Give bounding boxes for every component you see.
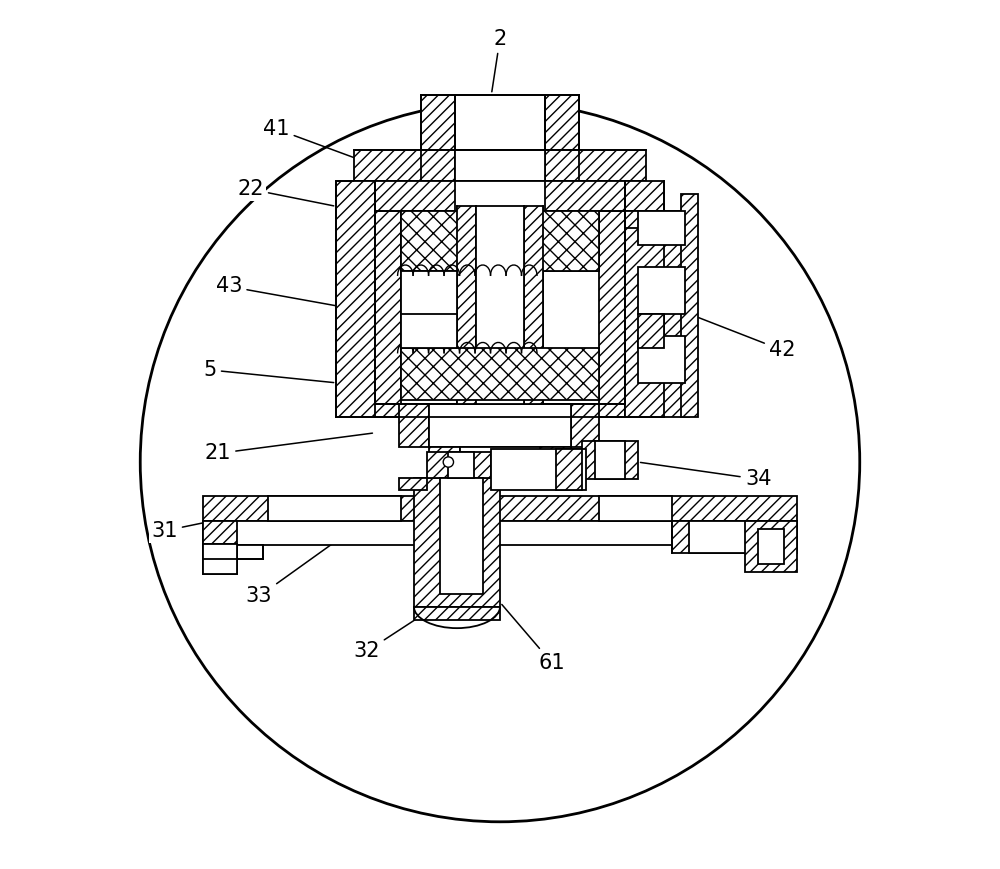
Bar: [455, 181, 545, 210]
Text: 6: 6: [699, 530, 765, 567]
Text: 43: 43: [216, 276, 355, 309]
Text: 61: 61: [502, 605, 565, 673]
Bar: [429, 404, 571, 448]
Bar: [763, 521, 797, 545]
Bar: [476, 207, 524, 404]
Bar: [375, 181, 625, 210]
Bar: [625, 210, 689, 228]
Bar: [582, 441, 638, 480]
Bar: [638, 267, 685, 314]
Bar: [203, 544, 237, 574]
Bar: [401, 314, 457, 348]
Bar: [599, 496, 672, 521]
Bar: [203, 496, 797, 521]
Bar: [440, 478, 483, 594]
Bar: [455, 150, 545, 181]
Bar: [595, 441, 625, 480]
Bar: [616, 181, 664, 417]
Text: 2: 2: [492, 29, 507, 92]
Bar: [545, 95, 579, 150]
Bar: [524, 207, 543, 404]
Bar: [268, 496, 401, 521]
Bar: [681, 194, 698, 417]
Bar: [571, 404, 599, 448]
Bar: [448, 452, 474, 478]
Bar: [414, 607, 500, 620]
Bar: [427, 452, 491, 478]
Bar: [401, 210, 461, 271]
Bar: [491, 449, 586, 490]
Bar: [421, 150, 455, 181]
Bar: [539, 210, 599, 271]
Bar: [455, 95, 545, 150]
Bar: [203, 521, 797, 545]
Bar: [414, 478, 500, 607]
Bar: [745, 521, 797, 572]
Bar: [336, 181, 384, 417]
Bar: [758, 529, 784, 564]
Bar: [599, 181, 625, 404]
Text: 33: 33: [246, 507, 384, 607]
Bar: [203, 544, 237, 574]
Bar: [203, 545, 263, 560]
Text: 32: 32: [353, 600, 446, 661]
Bar: [638, 335, 685, 383]
Bar: [638, 314, 664, 348]
Bar: [354, 150, 646, 181]
Bar: [401, 348, 599, 400]
Text: 31: 31: [151, 517, 232, 541]
Bar: [689, 521, 763, 554]
Text: 41: 41: [263, 119, 355, 158]
Bar: [399, 404, 429, 448]
Bar: [401, 210, 599, 271]
Text: 42: 42: [692, 315, 796, 360]
Bar: [429, 447, 460, 480]
Bar: [540, 447, 571, 480]
Bar: [457, 207, 476, 404]
Bar: [203, 521, 237, 545]
Bar: [638, 210, 685, 245]
Text: 22: 22: [237, 179, 334, 206]
Bar: [375, 181, 401, 404]
Text: 34: 34: [640, 462, 771, 489]
Circle shape: [443, 457, 454, 468]
Bar: [421, 95, 455, 150]
Bar: [556, 449, 582, 490]
Bar: [625, 210, 689, 417]
Bar: [401, 271, 457, 318]
Text: 21: 21: [204, 433, 372, 463]
Bar: [460, 447, 540, 480]
Bar: [545, 150, 579, 181]
Bar: [672, 521, 797, 554]
Bar: [375, 404, 625, 417]
Bar: [399, 478, 427, 490]
Text: 5: 5: [203, 360, 334, 382]
